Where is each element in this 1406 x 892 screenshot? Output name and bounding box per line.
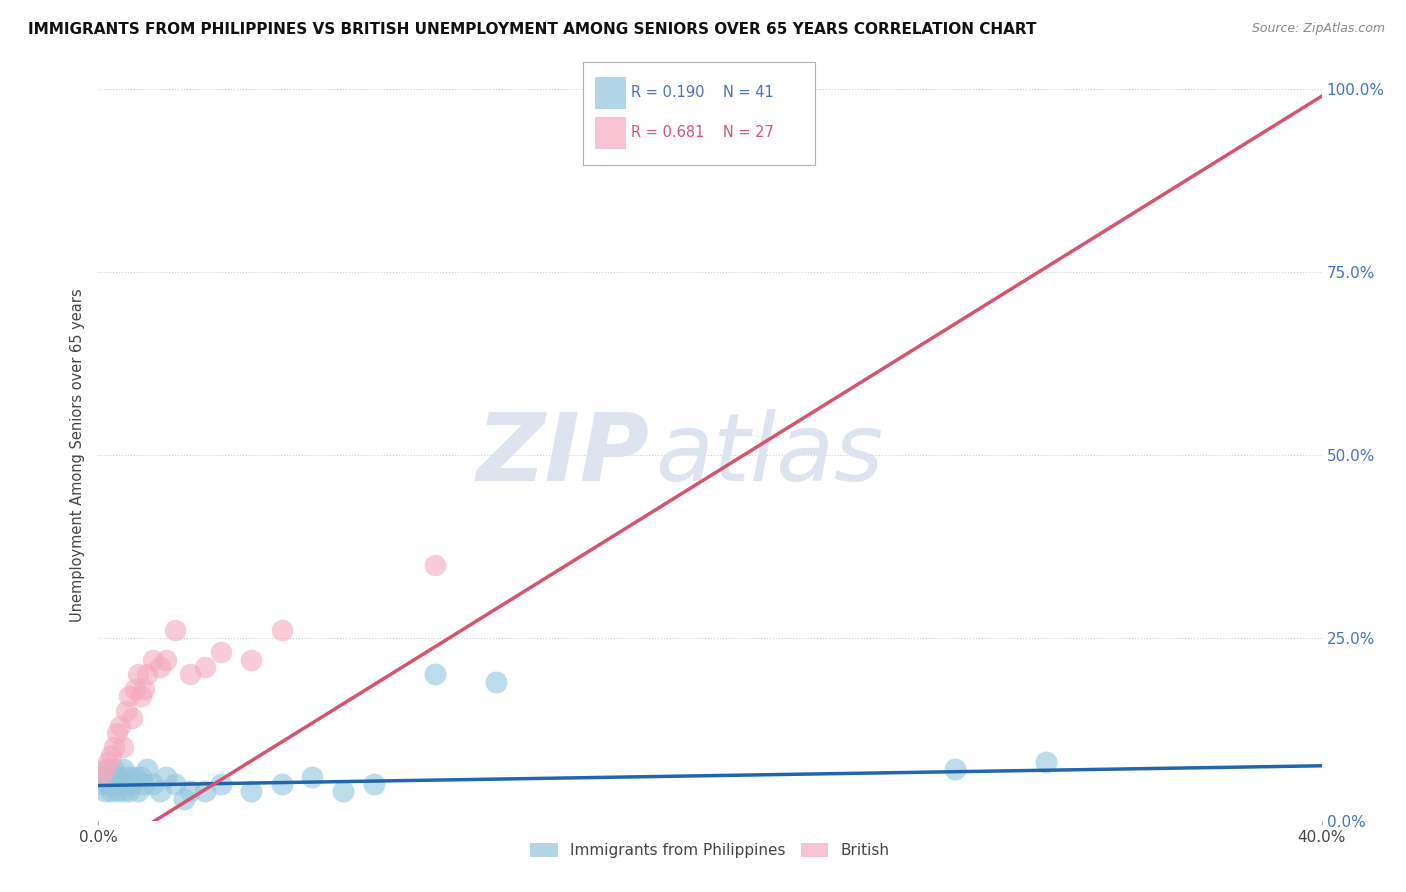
- Point: [209, 777, 232, 791]
- Point: [108, 770, 131, 784]
- Point: [105, 726, 128, 740]
- Point: [93, 763, 115, 777]
- Point: [121, 777, 143, 791]
- Text: R = 0.681    N = 27: R = 0.681 N = 27: [631, 126, 775, 140]
- Point: [149, 660, 172, 674]
- Point: [97, 755, 120, 769]
- Point: [134, 777, 156, 791]
- Point: [103, 777, 125, 791]
- Point: [93, 770, 115, 784]
- Point: [136, 667, 159, 681]
- Text: Source: ZipAtlas.com: Source: ZipAtlas.com: [1251, 22, 1385, 36]
- Point: [90, 770, 112, 784]
- Point: [163, 624, 186, 638]
- Text: atlas: atlas: [655, 409, 883, 500]
- Legend: Immigrants from Philippines, British: Immigrants from Philippines, British: [524, 837, 896, 864]
- Point: [127, 784, 149, 798]
- Point: [124, 681, 146, 696]
- Point: [209, 645, 232, 659]
- Point: [127, 667, 149, 681]
- Point: [423, 558, 446, 572]
- Point: [155, 770, 177, 784]
- Point: [179, 667, 201, 681]
- Point: [1035, 755, 1057, 769]
- Point: [124, 770, 146, 784]
- Point: [115, 777, 138, 791]
- Point: [100, 747, 122, 762]
- Text: R = 0.190    N = 41: R = 0.190 N = 41: [631, 86, 775, 100]
- Point: [194, 784, 217, 798]
- Point: [142, 777, 165, 791]
- Point: [194, 660, 217, 674]
- Point: [668, 104, 690, 119]
- Point: [118, 784, 141, 798]
- Point: [97, 777, 120, 791]
- Point: [270, 624, 292, 638]
- Point: [111, 784, 134, 798]
- Point: [363, 777, 385, 791]
- Point: [105, 784, 128, 798]
- Point: [332, 784, 354, 798]
- Point: [179, 784, 201, 798]
- Point: [129, 690, 152, 704]
- Point: [142, 653, 165, 667]
- Point: [115, 704, 138, 718]
- Point: [136, 763, 159, 777]
- Point: [163, 777, 186, 791]
- Point: [103, 763, 125, 777]
- Point: [103, 740, 125, 755]
- Point: [134, 681, 156, 696]
- Point: [121, 711, 143, 725]
- Y-axis label: Unemployment Among Seniors over 65 years: Unemployment Among Seniors over 65 years: [70, 288, 86, 622]
- Point: [108, 777, 131, 791]
- Point: [155, 653, 177, 667]
- Point: [118, 690, 141, 704]
- Point: [129, 770, 152, 784]
- Point: [90, 777, 112, 791]
- Point: [93, 784, 115, 798]
- Point: [149, 784, 172, 798]
- Point: [240, 653, 263, 667]
- Point: [100, 770, 122, 784]
- Point: [105, 770, 128, 784]
- Text: IMMIGRANTS FROM PHILIPPINES VS BRITISH UNEMPLOYMENT AMONG SENIORS OVER 65 YEARS : IMMIGRANTS FROM PHILIPPINES VS BRITISH U…: [28, 22, 1036, 37]
- Point: [111, 740, 134, 755]
- Point: [108, 718, 131, 732]
- Text: ZIP: ZIP: [477, 409, 650, 501]
- Point: [270, 777, 292, 791]
- Point: [240, 784, 263, 798]
- Point: [111, 763, 134, 777]
- Point: [100, 784, 122, 798]
- Point: [423, 667, 446, 681]
- Point: [118, 770, 141, 784]
- Point: [485, 674, 508, 689]
- Point: [97, 763, 120, 777]
- Point: [943, 763, 966, 777]
- Point: [301, 770, 323, 784]
- Point: [173, 791, 195, 805]
